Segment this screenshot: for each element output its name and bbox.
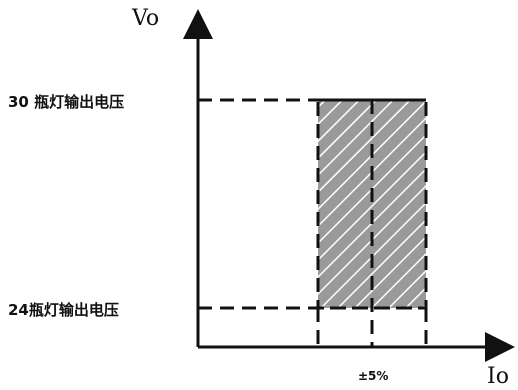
tolerance-label: ±5% <box>358 369 388 383</box>
upper-voltage-label: 30 瓶灯输出电压 <box>8 93 124 111</box>
lower-voltage-label: 24瓶灯输出电压 <box>8 301 119 319</box>
x-axis-title: Io <box>487 364 509 389</box>
y-axis-title: Vo <box>131 6 159 31</box>
